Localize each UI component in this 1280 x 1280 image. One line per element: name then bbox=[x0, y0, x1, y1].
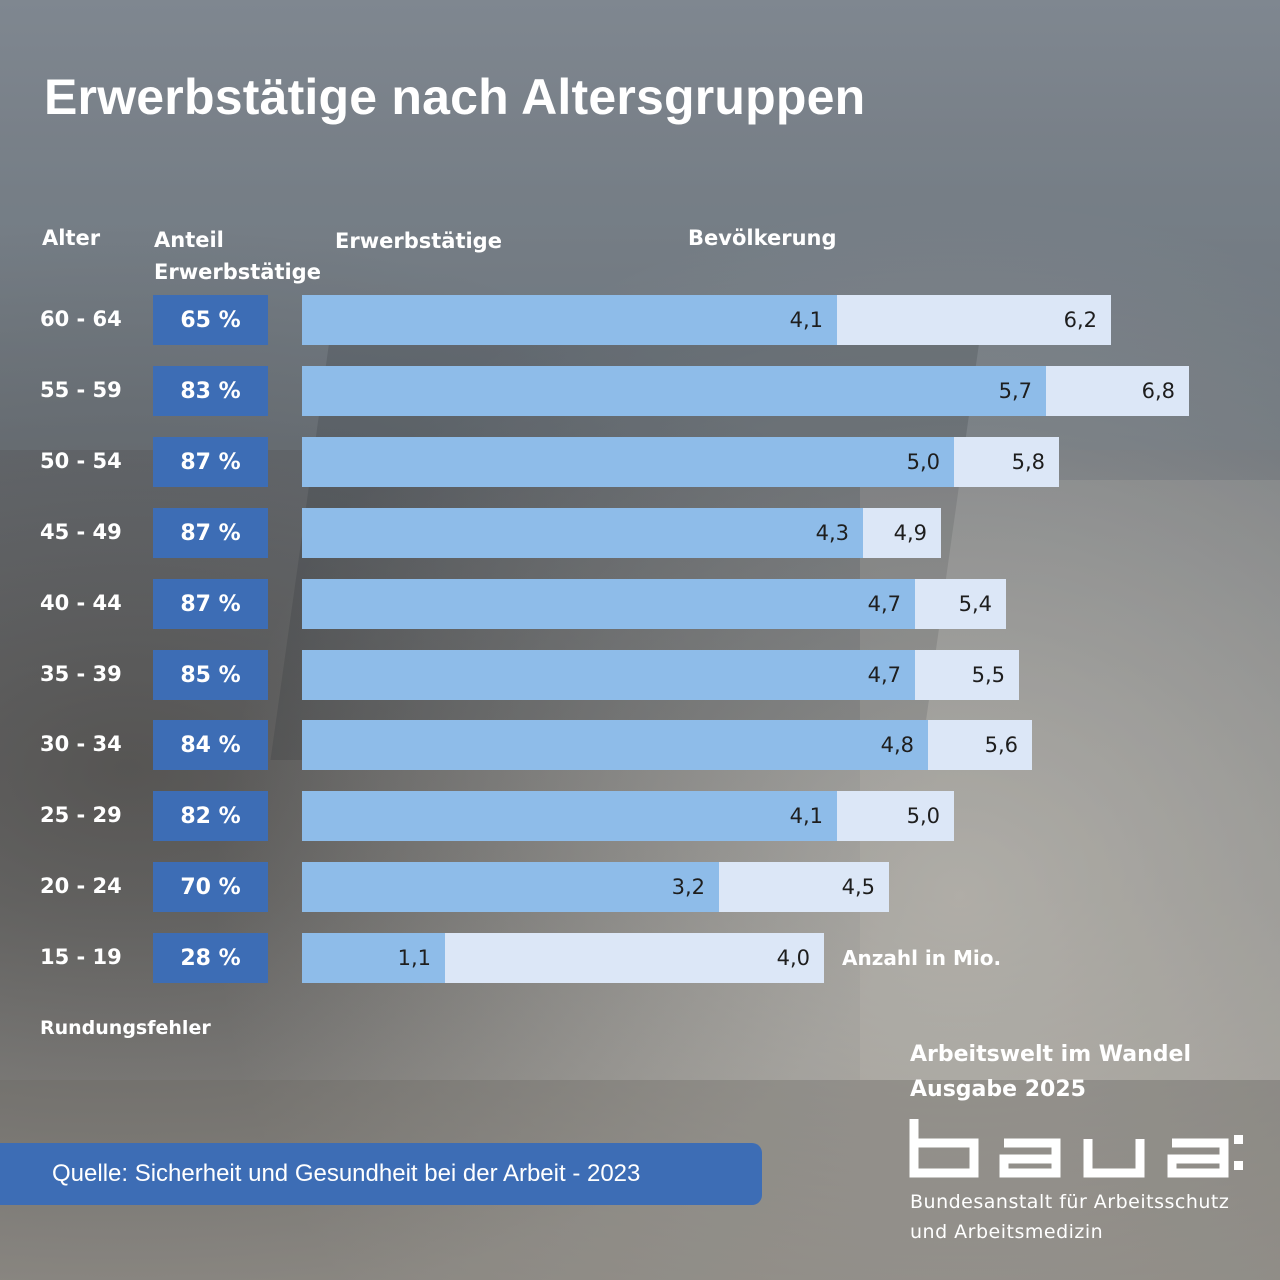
header-age: Alter bbox=[42, 226, 101, 250]
employed-value-label: 4,1 bbox=[789, 804, 823, 828]
age-label: 55 - 59 bbox=[40, 378, 122, 402]
employed-value-label: 5,0 bbox=[906, 450, 940, 474]
population-value-label: 6,2 bbox=[1063, 308, 1097, 332]
share-badge: 84 % bbox=[153, 720, 268, 770]
baua-logo bbox=[909, 1119, 1243, 1178]
share-badge: 87 % bbox=[153, 508, 268, 558]
share-badge: 65 % bbox=[153, 295, 268, 345]
employed-bar bbox=[302, 650, 915, 700]
employed-bar bbox=[302, 295, 837, 345]
publication-line2: Ausgabe 2025 bbox=[910, 1077, 1086, 1102]
population-value-label: 4,9 bbox=[893, 521, 927, 545]
header-share: Anteil Erwerbstätige bbox=[154, 224, 321, 288]
age-label: 40 - 44 bbox=[40, 591, 122, 615]
age-label: 60 - 64 bbox=[40, 307, 122, 331]
population-value-label: 4,5 bbox=[841, 875, 875, 899]
age-label: 25 - 29 bbox=[40, 803, 122, 827]
employed-value-label: 5,7 bbox=[998, 379, 1032, 403]
share-badge: 70 % bbox=[153, 862, 268, 912]
population-value-label: 5,0 bbox=[906, 804, 940, 828]
population-value-label: 5,4 bbox=[958, 592, 992, 616]
org-name-line1: Bundesanstalt für Arbeitsschutz bbox=[910, 1191, 1230, 1213]
unit-label: Anzahl in Mio. bbox=[842, 946, 1002, 970]
employed-bar bbox=[302, 791, 837, 841]
employed-value-label: 4,3 bbox=[815, 521, 849, 545]
share-badge: 28 % bbox=[153, 933, 268, 983]
employed-bar bbox=[302, 437, 954, 487]
publication-line1: Arbeitswelt im Wandel bbox=[910, 1042, 1191, 1067]
age-label: 45 - 49 bbox=[40, 520, 122, 544]
employed-bar bbox=[302, 862, 719, 912]
employed-value-label: 4,7 bbox=[867, 663, 901, 687]
header-population: Bevölkerung bbox=[688, 226, 837, 250]
age-label: 50 - 54 bbox=[40, 449, 122, 473]
share-badge: 82 % bbox=[153, 791, 268, 841]
population-value-label: 5,6 bbox=[984, 733, 1018, 757]
header-employed: Erwerbstätige bbox=[335, 229, 502, 253]
share-badge: 87 % bbox=[153, 579, 268, 629]
header-share-line2: Erwerbstätige bbox=[154, 260, 321, 284]
employed-value-label: 3,2 bbox=[671, 875, 705, 899]
population-value-label: 4,0 bbox=[776, 946, 810, 970]
age-label: 35 - 39 bbox=[40, 662, 122, 686]
source-banner: Quelle: Sicherheit und Gesundheit bei de… bbox=[0, 1143, 762, 1205]
population-value-label: 6,8 bbox=[1141, 379, 1175, 403]
share-badge: 83 % bbox=[153, 366, 268, 416]
share-badge: 85 % bbox=[153, 650, 268, 700]
employed-value-label: 1,1 bbox=[397, 946, 431, 970]
employed-value-label: 4,8 bbox=[880, 733, 914, 757]
population-value-label: 5,8 bbox=[1011, 450, 1045, 474]
employed-bar bbox=[302, 508, 863, 558]
rounding-note: Rundungsfehler bbox=[40, 1017, 211, 1039]
employed-bar bbox=[302, 579, 915, 629]
age-label: 20 - 24 bbox=[40, 874, 122, 898]
age-label: 30 - 34 bbox=[40, 732, 122, 756]
employed-bar bbox=[302, 933, 445, 983]
employed-bar bbox=[302, 366, 1046, 416]
chart-title: Erwerbstätige nach Altersgruppen bbox=[44, 69, 866, 125]
population-value-label: 5,5 bbox=[971, 663, 1005, 687]
share-badge: 87 % bbox=[153, 437, 268, 487]
background-person bbox=[860, 480, 1280, 1080]
employed-bar bbox=[302, 720, 928, 770]
org-name-line2: und Arbeitsmedizin bbox=[910, 1221, 1104, 1243]
employed-value-label: 4,7 bbox=[867, 592, 901, 616]
age-label: 15 - 19 bbox=[40, 945, 122, 969]
employed-value-label: 4,1 bbox=[789, 308, 823, 332]
header-share-line1: Anteil bbox=[154, 228, 224, 252]
